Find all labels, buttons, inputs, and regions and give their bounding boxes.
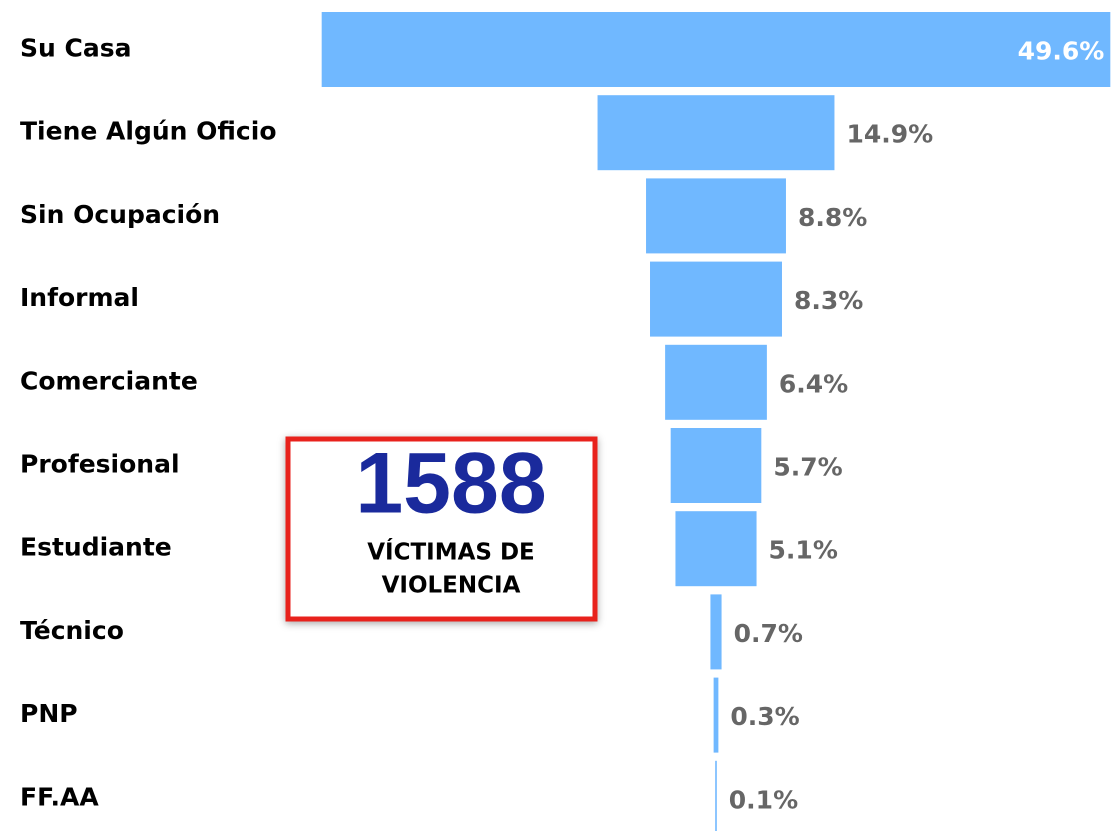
value-label: 5.1%: [769, 536, 838, 565]
category-label: Sin Ocupación: [20, 200, 220, 229]
category-label: Estudiante: [20, 533, 172, 562]
category-label: Informal: [20, 283, 139, 312]
value-label: 0.3%: [730, 702, 799, 731]
annotation-box: [285, 436, 598, 622]
category-label: PNP: [20, 699, 78, 728]
category-label: Comerciante: [20, 366, 198, 395]
category-label: Técnico: [20, 616, 124, 645]
bar: [597, 95, 835, 171]
bar: [646, 178, 786, 254]
value-label: 0.1%: [729, 785, 798, 814]
annotation-number: 1588: [355, 436, 546, 532]
bar: [715, 760, 717, 831]
value-label: 49.6%: [1018, 37, 1105, 66]
annotation-line: VIOLENCIA: [382, 573, 521, 599]
value-label: 8.8%: [798, 203, 867, 232]
value-label: 0.7%: [734, 619, 803, 648]
value-label: 6.4%: [779, 369, 848, 398]
bar: [665, 344, 767, 420]
bar: [321, 12, 1111, 87]
bar: [675, 511, 757, 587]
value-label: 8.3%: [794, 286, 863, 315]
category-label: Profesional: [20, 450, 180, 479]
category-label: Tiene Algún Oficio: [20, 117, 277, 146]
category-label: Su Casa: [20, 34, 131, 63]
bar: [713, 677, 719, 753]
category-label: FF.AA: [20, 782, 99, 811]
bar: [710, 594, 722, 670]
value-label: 14.9%: [846, 120, 933, 149]
annotation-line: VÍCTIMAS DE: [367, 538, 535, 566]
bar: [650, 261, 782, 337]
value-label: 5.7%: [773, 453, 842, 482]
bar: [670, 428, 762, 503]
funnel: Su Casa 49.6% Tiene Algún Oficio 14.9% Sin O…: [20, 12, 1111, 831]
